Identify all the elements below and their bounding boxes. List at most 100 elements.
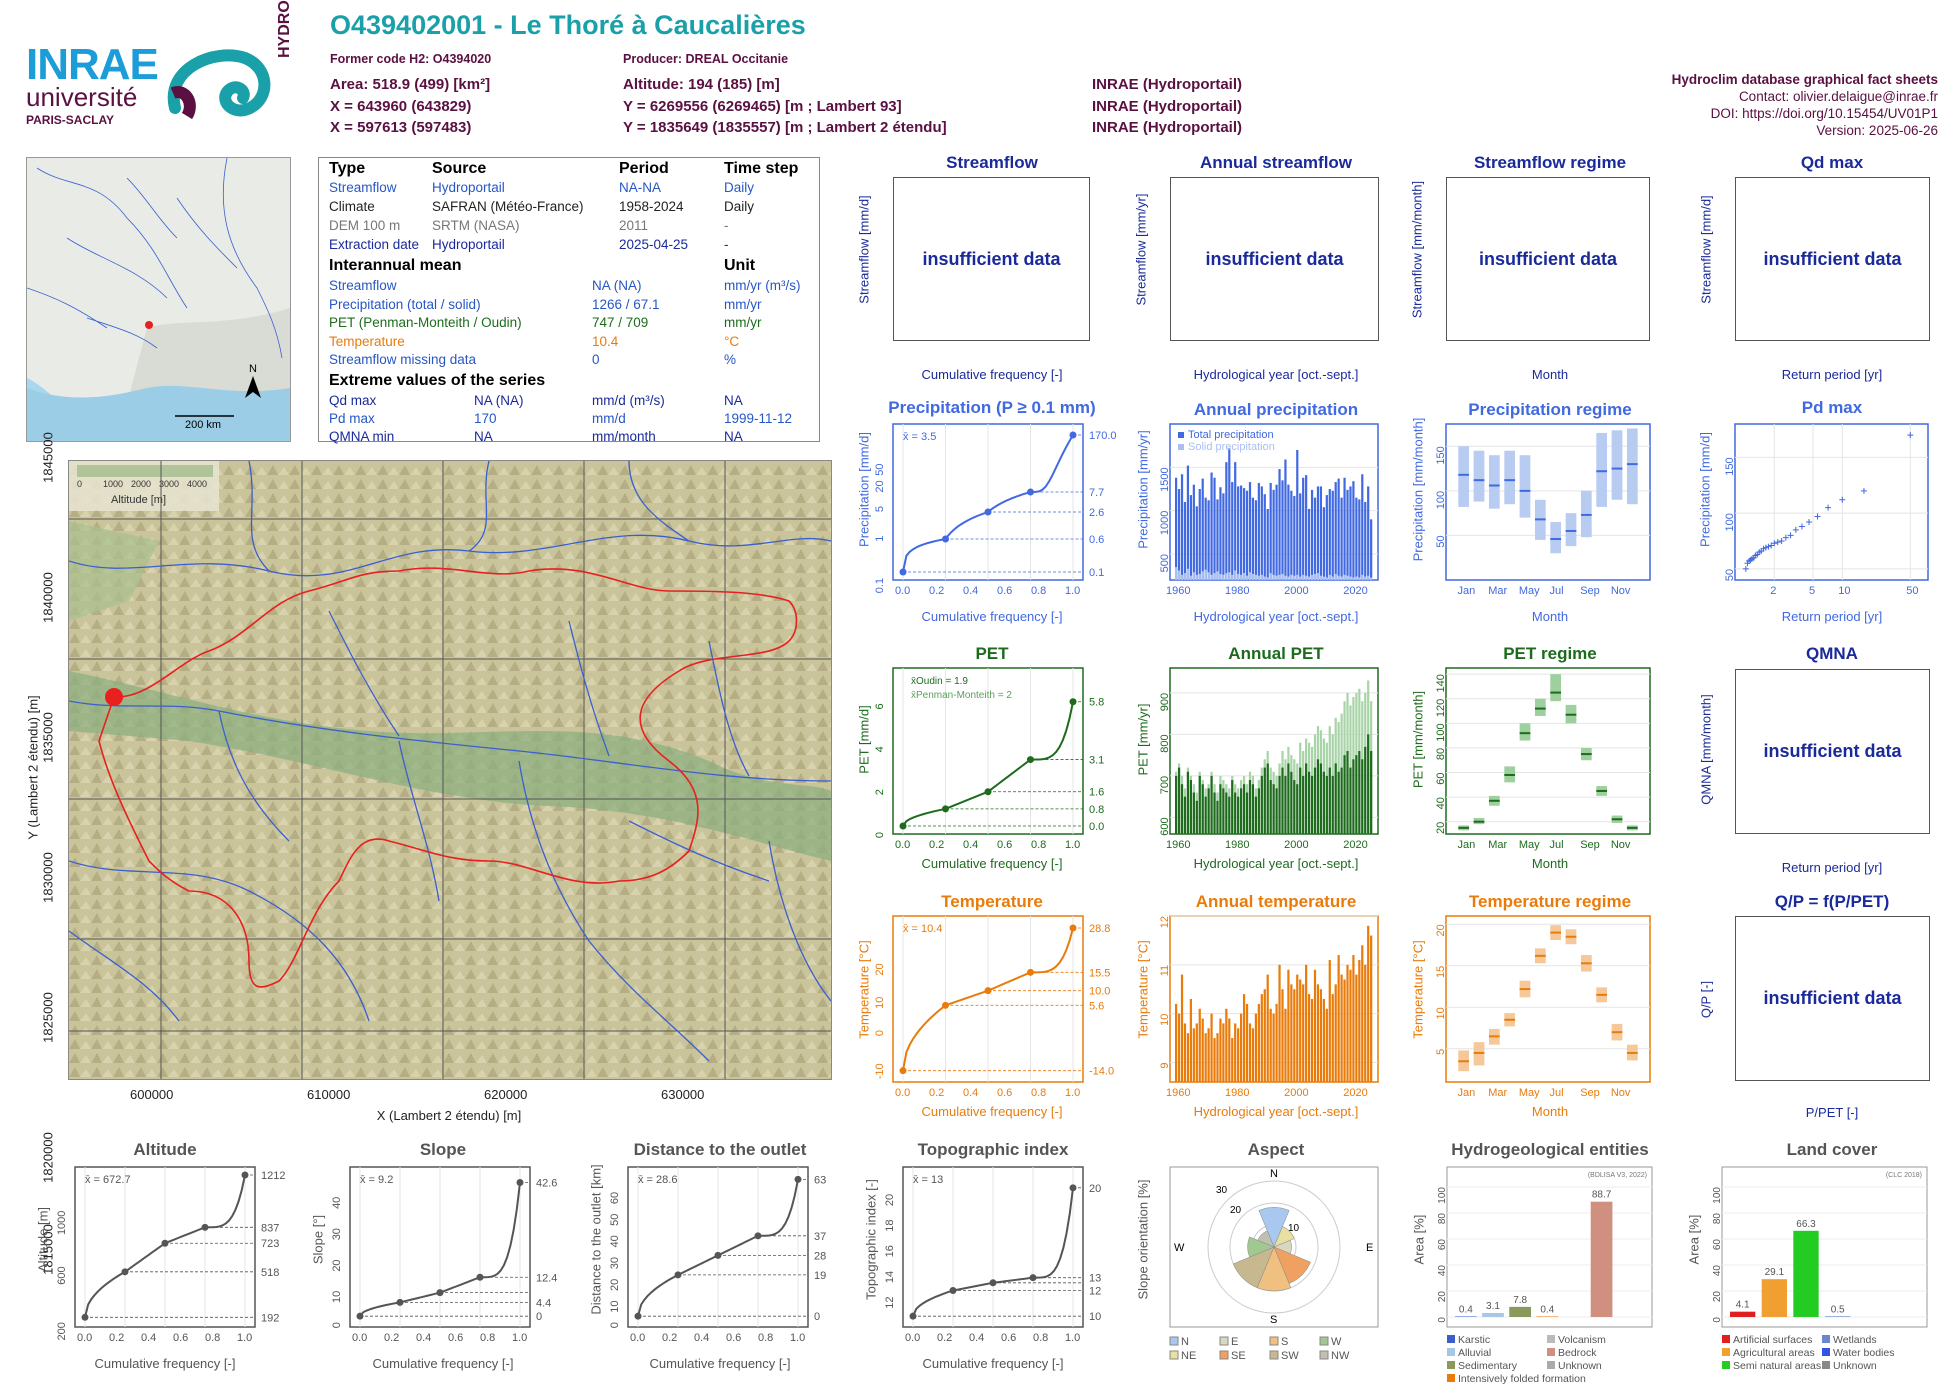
data-point bbox=[1027, 968, 1034, 976]
y-tick-label: 80 bbox=[1712, 1213, 1723, 1225]
landcover-plot: 0 20 40 60 80 100 (CLC 2018) 4.1 29.1 66.3 0.5 bbox=[1712, 1166, 1928, 1328]
data-point bbox=[899, 568, 907, 576]
x-tick-label: 1.0 bbox=[512, 1332, 527, 1344]
right-value-label: 4.4 bbox=[536, 1297, 551, 1309]
bar bbox=[1328, 767, 1331, 834]
bar-solid bbox=[1266, 577, 1269, 580]
table-cell: °C bbox=[724, 333, 740, 349]
bar bbox=[1346, 751, 1349, 834]
y-tick-label: 0 bbox=[874, 1030, 886, 1036]
table-cell: Climate bbox=[329, 199, 375, 214]
table-cell: Hydroportail bbox=[432, 237, 505, 252]
x-tick-label: 0.0 bbox=[895, 839, 910, 851]
legend-label: Unknown bbox=[1833, 1360, 1877, 1372]
bar bbox=[1225, 462, 1228, 580]
legend-tick: 4000 bbox=[187, 479, 207, 489]
y-tick-label: 60 bbox=[1437, 1239, 1448, 1251]
bar bbox=[1302, 984, 1305, 1082]
y-tick-label: 20 bbox=[874, 963, 886, 975]
legend-swatch bbox=[1447, 1361, 1455, 1369]
x-tick-label: 0.4 bbox=[694, 1332, 709, 1344]
insufficient-data-box: insufficient data bbox=[893, 177, 1090, 341]
y-tick-label: 10 bbox=[609, 1300, 621, 1312]
bar-value-label: 0.4 bbox=[1459, 1304, 1473, 1315]
y-tick-label: 100 bbox=[1712, 1187, 1723, 1204]
insufficient-data-box: insufficient data bbox=[1735, 177, 1930, 341]
y-tick-label: 30 bbox=[331, 1228, 343, 1240]
y-tick-label: 11 bbox=[1159, 965, 1171, 976]
table-row: Streamflow Hydroportail NA-NA Daily bbox=[329, 180, 813, 198]
interannual-row: Streamflow missing data 0% bbox=[329, 352, 813, 370]
bar bbox=[1322, 999, 1325, 1082]
bar bbox=[1231, 780, 1234, 834]
bar bbox=[1175, 775, 1178, 834]
bar bbox=[1296, 450, 1299, 580]
y-tick-label: 10 bbox=[874, 997, 886, 1009]
data-point bbox=[634, 1312, 642, 1320]
bar-solid bbox=[1231, 574, 1234, 580]
panel-title: Temperature regime bbox=[1468, 892, 1632, 911]
extreme-title: Extreme values of the series bbox=[329, 372, 546, 389]
bar bbox=[1248, 482, 1252, 580]
right-value-label: 12.4 bbox=[536, 1272, 557, 1284]
table-cell: NA-NA bbox=[619, 180, 662, 195]
legend-label: Agricultural areas bbox=[1733, 1347, 1815, 1359]
y-l93: Y = 6269556 (6269465) [m ; Lambert 93] bbox=[623, 98, 902, 115]
data-point bbox=[1814, 513, 1821, 520]
table-cell: mm/d bbox=[592, 411, 626, 426]
y-tick-label: 50 bbox=[1724, 569, 1736, 581]
table-cell: 0 bbox=[592, 352, 600, 367]
table-cell: Pd max bbox=[329, 411, 375, 426]
bar bbox=[1237, 1028, 1240, 1082]
aspect-sector bbox=[1258, 1207, 1290, 1248]
table-header: Type Source Period Time step bbox=[329, 160, 813, 178]
data-point bbox=[1825, 504, 1832, 511]
legend-label: Sedimentary bbox=[1458, 1360, 1518, 1372]
x-tick-label: Mar bbox=[1488, 839, 1507, 851]
data-point bbox=[1839, 496, 1846, 503]
bar-solid bbox=[1305, 575, 1308, 580]
legend-swatch bbox=[1547, 1348, 1555, 1356]
aspect-legend: N E S WNE SE SW NW bbox=[1169, 1336, 1350, 1362]
data-point bbox=[81, 1313, 89, 1321]
data-point bbox=[1771, 540, 1778, 547]
bar-solid bbox=[1299, 576, 1302, 580]
table-cell: Precipitation (total / solid) bbox=[329, 296, 481, 312]
producer: Producer: DREAL Occitanie bbox=[623, 52, 789, 66]
bar bbox=[1272, 784, 1275, 834]
panel-xlabel: Return period [yr] bbox=[1781, 860, 1883, 875]
panel-xlabel: P/PET [-] bbox=[1805, 1105, 1859, 1120]
panel-title: Aspect bbox=[1247, 1140, 1305, 1159]
panel-ylabel: PET [mm/d] bbox=[856, 705, 872, 774]
bar-solid bbox=[1210, 574, 1213, 580]
bar bbox=[1284, 459, 1287, 580]
pet_freq-plot: 5.8 3.1 1.6 0.8 0.0 0.0 0.2 0.4 0.6 0.8 1.0 0 2 4 6 x̄O… bbox=[874, 667, 1104, 851]
right-value-label: 0.1 bbox=[1089, 567, 1104, 579]
right-value-label: 2.6 bbox=[1089, 507, 1104, 519]
panel-title: Q/P = f(P/PET) bbox=[1774, 892, 1890, 911]
y-tick-label: 20 bbox=[874, 480, 886, 492]
bar bbox=[1245, 1003, 1249, 1082]
panel-ylabel: Precipitation [mm/month] bbox=[1410, 417, 1426, 562]
bar bbox=[1272, 1013, 1275, 1082]
y-tick-label: 20 bbox=[609, 1279, 621, 1291]
bar-solid bbox=[1328, 574, 1331, 580]
bar bbox=[1254, 500, 1258, 580]
bar-solid bbox=[1260, 574, 1263, 580]
x-tick-label: Jan bbox=[1458, 1087, 1476, 1099]
altitude_freq-plot: 1212 837 723 518 192 0.0 0.2 0.4 0.6 0.8 1.0 x̄ = 6… bbox=[56, 1166, 285, 1344]
bar-solid bbox=[1346, 575, 1349, 580]
x-tick-label: 0.6 bbox=[1001, 1332, 1016, 1344]
bar bbox=[1192, 484, 1195, 580]
legend-label: N bbox=[1181, 1336, 1189, 1348]
bar bbox=[1231, 1038, 1234, 1082]
table-cell: PET (Penman-Monteith / Oudin) bbox=[329, 315, 522, 330]
x-tick-label: 2020 bbox=[1343, 585, 1367, 597]
panel-title: Hydrogeological entities bbox=[1451, 1140, 1649, 1159]
x-tick-label: Sep bbox=[1580, 1087, 1600, 1099]
map-scale-label: 200 km bbox=[185, 419, 221, 431]
x-tick-label: 5 bbox=[1809, 585, 1815, 597]
bar bbox=[1310, 999, 1314, 1082]
bar bbox=[1793, 1230, 1819, 1317]
annual_pet-plot: 600 700 800 900 1960 1980 2000 2020 bbox=[1159, 667, 1379, 851]
